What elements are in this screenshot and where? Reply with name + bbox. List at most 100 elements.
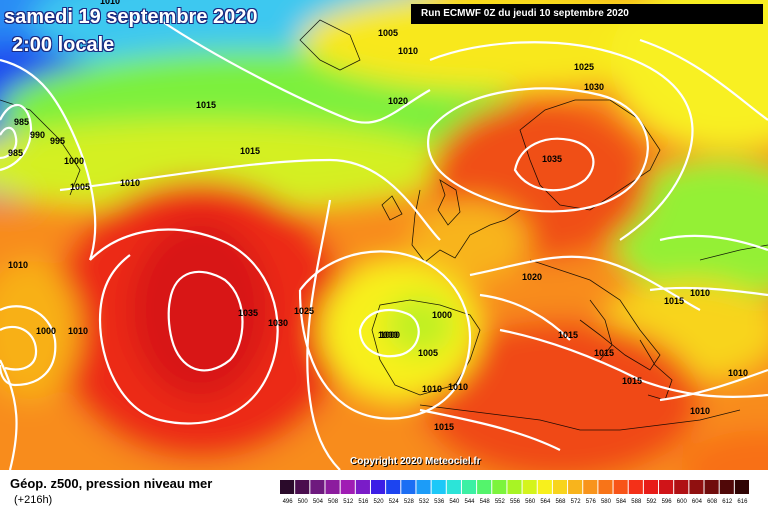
isobar-label: 1015 xyxy=(196,100,216,110)
isobar-label: 1015 xyxy=(558,330,578,340)
isobar-label: 985 xyxy=(14,117,29,127)
isobar-label: 985 xyxy=(8,148,23,158)
scale-tick-label: 536 xyxy=(434,499,445,505)
scale-swatch xyxy=(552,480,568,494)
scale-tick-label: 596 xyxy=(662,499,673,505)
isobar-label: 1010 xyxy=(690,288,710,298)
scale-swatch xyxy=(522,480,537,494)
isobar-label: 1015 xyxy=(434,422,454,432)
isobar-label: 1020 xyxy=(522,272,542,282)
isobar-label: 1005 xyxy=(70,182,90,192)
scale-tick-label: 528 xyxy=(404,499,415,505)
scale-tick-label: 584 xyxy=(616,499,627,505)
scale-swatch xyxy=(689,480,704,494)
isobar-label: 1015 xyxy=(594,348,614,358)
isobar-label: 1015 xyxy=(622,376,642,386)
scale-tick-label: 564 xyxy=(540,499,551,505)
scale-tick-label: 512 xyxy=(343,499,354,505)
scale-tick-label: 504 xyxy=(313,499,324,505)
scale-swatch xyxy=(340,480,355,494)
scale-tick-label: 576 xyxy=(586,499,597,505)
scale-swatch xyxy=(659,480,674,494)
scale-tick-label: 616 xyxy=(737,499,748,505)
valid-time: 2:00 locale xyxy=(12,34,115,56)
isobar-label: 1005 xyxy=(378,28,398,38)
scale-tick-label: 500 xyxy=(298,499,309,505)
isobar-label: 1010 xyxy=(728,368,748,378)
isobar-label: 1010 xyxy=(120,178,140,188)
scale-swatch xyxy=(295,480,310,494)
isobar-label: 1015 xyxy=(240,146,260,156)
scale-swatch xyxy=(280,480,295,494)
isobar-label: 1000 xyxy=(378,330,398,340)
scale-swatch xyxy=(719,480,734,494)
isobar-label: 1010 xyxy=(8,260,28,270)
isobars xyxy=(0,19,768,470)
scale-swatch xyxy=(325,480,340,494)
scale-tick-label: 580 xyxy=(601,499,612,505)
isobar-label: 1010 xyxy=(690,406,710,416)
scale-tick-label: 540 xyxy=(449,499,460,505)
scale-swatch xyxy=(386,480,401,494)
scale-tick-label: 548 xyxy=(480,499,491,505)
scale-tick-label: 516 xyxy=(358,499,369,505)
isobar-label: 1010 xyxy=(422,384,442,394)
scale-swatch xyxy=(446,480,461,494)
scale-tick-label: 568 xyxy=(555,499,566,505)
scale-swatch xyxy=(704,480,719,494)
scale-swatch xyxy=(507,480,522,494)
scale-swatch xyxy=(613,480,628,494)
scale-tick-label: 600 xyxy=(677,499,688,505)
scale-swatch xyxy=(461,480,477,494)
forecast-lead: (+216h) xyxy=(14,494,53,506)
isobar-label: 1030 xyxy=(584,82,604,92)
coastlines xyxy=(0,19,768,431)
valid-date: samedi 19 septembre 2020 xyxy=(4,6,258,28)
color-scale: 496 500 504 508 512 516 520 524 528 532 536 540 544 5… xyxy=(280,480,749,505)
scale-swatch xyxy=(583,480,598,494)
isobar-label: 1010 xyxy=(398,46,418,56)
scale-tick-label: 544 xyxy=(465,499,476,505)
legend-title: Géop. z500, pression niveau mer xyxy=(10,476,213,491)
scale-swatch xyxy=(674,480,689,494)
scale-swatch xyxy=(734,480,749,494)
scale-tick-label: 520 xyxy=(374,499,385,505)
scale-swatch xyxy=(598,480,613,494)
isobar-label: 1025 xyxy=(294,306,314,316)
scale-tick-label: 612 xyxy=(722,499,733,505)
legend-bar: Géop. z500, pression niveau mer (+216h) … xyxy=(0,470,768,512)
copyright-text: Copyright 2020 Meteociel.fr xyxy=(350,456,481,467)
isobar-label: 990 xyxy=(30,130,45,140)
scale-swatch xyxy=(537,480,552,494)
isobar-label: 1030 xyxy=(268,318,288,328)
isobar-label: 1010 xyxy=(100,0,120,6)
scale-tick-label: 560 xyxy=(525,499,536,505)
scale-swatch xyxy=(431,480,446,494)
scale-swatch xyxy=(568,480,583,494)
isobar-label: 1035 xyxy=(542,154,562,164)
scale-tick-label: 608 xyxy=(707,499,718,505)
isobar-label: 1035 xyxy=(238,308,258,318)
isobar-label: 1015 xyxy=(664,296,684,306)
scale-swatch xyxy=(477,480,492,494)
isobar-label: 1000 xyxy=(380,330,400,340)
scale-swatch xyxy=(416,480,431,494)
scale-swatch xyxy=(401,480,416,494)
scale-tick-label: 532 xyxy=(419,499,430,505)
scale-tick-label: 592 xyxy=(646,499,657,505)
scale-tick-label: 496 xyxy=(283,499,294,505)
isobar-label: 1005 xyxy=(418,348,438,358)
geopotential-field xyxy=(0,0,768,470)
isobar-label: 1025 xyxy=(574,62,594,72)
scale-tick-label: 588 xyxy=(631,499,642,505)
scale-tick-label: 556 xyxy=(510,499,521,505)
scale-swatch xyxy=(355,480,370,494)
scale-tick-label: 524 xyxy=(389,499,400,505)
isobar-label: 1020 xyxy=(388,96,408,106)
isobar-label: 1000 xyxy=(36,326,56,336)
scale-tick-label: 508 xyxy=(328,499,339,505)
isobar-label: 1010 xyxy=(448,382,468,392)
isobar-label: 1000 xyxy=(64,156,84,166)
